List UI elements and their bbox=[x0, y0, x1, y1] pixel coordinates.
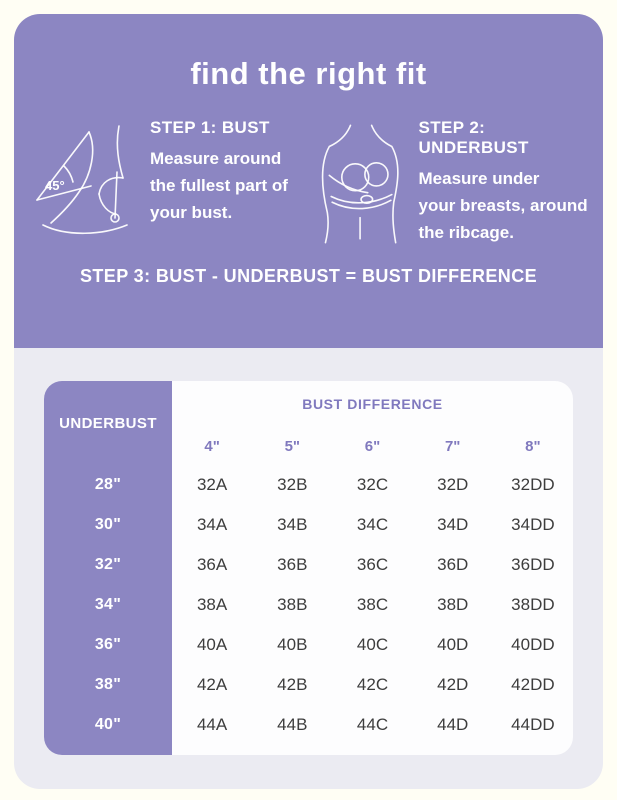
step-1-heading: STEP 1: BUST bbox=[150, 118, 270, 137]
size-cell: 36DD bbox=[511, 555, 555, 574]
size-cell: 44DD bbox=[511, 715, 555, 734]
underbust-header-label: UNDERBUST bbox=[59, 414, 157, 432]
table-row: 32" 36A 36B 36C 36D 36DD bbox=[44, 545, 573, 585]
column-header-label: 8" bbox=[525, 437, 541, 455]
table-row: 28" 32A 32B 32C 32D 32DD bbox=[44, 465, 573, 505]
size-cell: 34A bbox=[196, 515, 228, 534]
size-cell: 44B bbox=[277, 715, 308, 734]
page-title: find the right fit bbox=[190, 56, 427, 91]
size-cell: 34C bbox=[356, 515, 389, 534]
underbust-value: 30" bbox=[94, 516, 122, 533]
step-1-line: your bust. bbox=[150, 203, 233, 222]
size-table-body: 28" 32A 32B 32C 32D 32DD 30" 34A 34B 34C 34D 34DD 32… bbox=[44, 465, 573, 745]
bust-difference-label: BUST DIFFERENCE bbox=[302, 396, 443, 412]
size-cell: 32DD bbox=[511, 475, 555, 494]
step-1-text: STEP 1: BUST Measure around the fullest … bbox=[146, 116, 288, 248]
underbust-value: 34" bbox=[94, 596, 122, 613]
size-cell: 40A bbox=[196, 635, 228, 654]
size-cell: 42A bbox=[196, 675, 228, 694]
table-header: UNDERBUST BUST DIFFERENCE 4" 5" 6" 7" 8" bbox=[44, 381, 573, 465]
size-cell: 42B bbox=[277, 675, 308, 694]
bust-measurement-icon: 45° bbox=[28, 116, 146, 248]
column-headers: 4" 5" 6" 7" 8" bbox=[172, 427, 573, 465]
size-cell: 36A bbox=[196, 555, 228, 574]
size-cell: 42D bbox=[437, 675, 469, 694]
table-row: 30" 34A 34B 34C 34D 34DD bbox=[44, 505, 573, 545]
size-cell: 36C bbox=[356, 555, 389, 574]
size-cell: 36B bbox=[277, 555, 308, 574]
size-cell: 32C bbox=[356, 475, 389, 494]
step-2-block: STEP 2: UNDERBUST Measure under your bre… bbox=[309, 116, 590, 248]
underbust-measurement-icon bbox=[309, 116, 415, 248]
size-chart-card: UNDERBUST BUST DIFFERENCE 4" 5" 6" 7" 8" 28"… bbox=[44, 381, 573, 755]
underbust-column-background bbox=[44, 381, 172, 755]
column-header-label: 6" bbox=[364, 437, 381, 455]
step-2-heading: STEP 2: UNDERBUST bbox=[418, 118, 529, 157]
step-2-line: Measure under bbox=[418, 169, 540, 188]
size-cell: 38D bbox=[437, 595, 469, 614]
step-1-line: Measure around bbox=[150, 149, 282, 168]
column-header-label: 5" bbox=[284, 437, 301, 455]
size-cell: 42C bbox=[356, 675, 389, 694]
underbust-value: 28" bbox=[94, 476, 122, 493]
table-row: 40" 44A 44B 44C 44D 44DD bbox=[44, 705, 573, 745]
size-cell: 38A bbox=[196, 595, 228, 614]
size-cell: 36D bbox=[437, 555, 469, 574]
step-1-line: the fullest part of bbox=[150, 176, 288, 195]
table-row: 36" 40A 40B 40C 40D 40DD bbox=[44, 625, 573, 665]
step-2-line: your breasts, around bbox=[418, 196, 588, 215]
size-cell: 34B bbox=[277, 515, 308, 534]
size-cell: 40D bbox=[437, 635, 469, 654]
underbust-value: 32" bbox=[94, 556, 122, 573]
step-1-block: 45° STEP 1: BUST Measure around the full… bbox=[28, 116, 309, 248]
table-row: 34" 38A 38B 38C 38D 38DD bbox=[44, 585, 573, 625]
steps-row: 45° STEP 1: BUST Measure around the full… bbox=[14, 116, 603, 248]
column-header-label: 7" bbox=[444, 437, 461, 455]
angle-label: 45° bbox=[45, 178, 65, 193]
size-cell: 40B bbox=[277, 635, 308, 654]
size-cell: 40DD bbox=[511, 635, 555, 654]
size-cell: 38C bbox=[356, 595, 389, 614]
size-cell: 38DD bbox=[511, 595, 555, 614]
step-2-text: STEP 2: UNDERBUST Measure under your bre… bbox=[415, 116, 590, 248]
size-chart-section: UNDERBUST BUST DIFFERENCE 4" 5" 6" 7" 8" 28"… bbox=[14, 348, 603, 789]
size-cell: 40C bbox=[356, 635, 389, 654]
step-3-formula: STEP 3: BUST - UNDERBUST = BUST DIFFEREN… bbox=[79, 266, 537, 286]
size-cell: 34D bbox=[437, 515, 469, 534]
column-header-label: 4" bbox=[204, 437, 220, 455]
size-cell: 44C bbox=[356, 715, 389, 734]
size-cell: 38B bbox=[277, 595, 308, 614]
size-cell: 32A bbox=[196, 475, 228, 494]
underbust-value: 36" bbox=[94, 636, 122, 653]
size-cell: 32B bbox=[277, 475, 308, 494]
size-cell: 44D bbox=[437, 715, 469, 734]
size-cell: 44A bbox=[196, 715, 228, 734]
underbust-value: 38" bbox=[94, 676, 122, 693]
step-2-line: the ribcage. bbox=[418, 223, 514, 242]
instructions-section: find the right fit 45° bbox=[14, 14, 603, 348]
size-cell: 34DD bbox=[511, 515, 555, 534]
table-row: 38" 42A 42B 42C 42D 42DD bbox=[44, 665, 573, 705]
underbust-value: 40" bbox=[94, 716, 122, 733]
size-cell: 32D bbox=[437, 475, 469, 494]
size-cell: 42DD bbox=[511, 675, 555, 694]
fit-guide-panel: find the right fit 45° bbox=[14, 14, 603, 789]
